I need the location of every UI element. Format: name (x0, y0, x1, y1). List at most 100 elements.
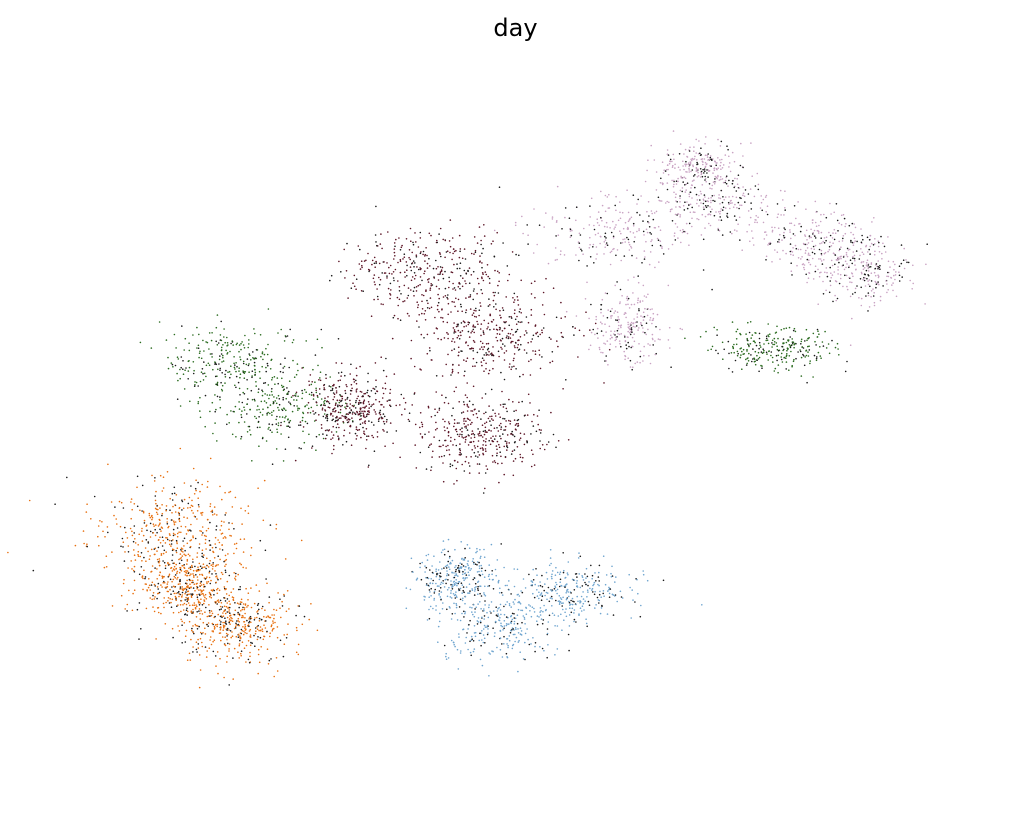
scatter-point (771, 356, 774, 359)
scatter-point (223, 586, 226, 588)
scatter-point (270, 624, 273, 626)
scatter-point (258, 370, 261, 373)
scatter-point (651, 244, 654, 247)
scatter-point (508, 442, 511, 444)
scatter-point (167, 564, 170, 566)
scatter-point (225, 369, 227, 372)
scatter-point (696, 202, 698, 205)
scatter-point (673, 232, 676, 234)
scatter-point (464, 280, 466, 282)
scatter-point (174, 504, 176, 506)
scatter-point (286, 425, 288, 428)
scatter-point (576, 586, 579, 588)
scatter-point (451, 372, 454, 374)
scatter-point (820, 254, 823, 256)
scatter-point (777, 371, 779, 374)
scatter-point (247, 599, 249, 601)
scatter-point (399, 271, 402, 274)
scatter-point (437, 625, 440, 628)
scatter-point (428, 431, 430, 433)
scatter-point (226, 661, 228, 663)
scatter-point (168, 543, 171, 546)
scatter-point (606, 226, 608, 228)
scatter-point (623, 255, 626, 257)
scatter-point (234, 384, 236, 387)
scatter-point (591, 577, 593, 580)
scatter-point (606, 196, 609, 198)
scatter-point (571, 597, 574, 600)
scatter-point (179, 553, 182, 555)
scatter-point (187, 602, 190, 604)
scatter-point (689, 211, 692, 214)
scatter-point (776, 348, 779, 351)
scatter-point (240, 435, 243, 438)
scatter-point (276, 670, 279, 672)
scatter-point (388, 272, 391, 275)
scatter-point (452, 248, 455, 250)
scatter-point (297, 643, 300, 646)
scatter-point (710, 348, 712, 351)
scatter-point (534, 650, 536, 653)
scatter-point (484, 487, 486, 490)
scatter-point (465, 309, 468, 311)
scatter-point (444, 256, 446, 259)
scatter-point (753, 340, 756, 343)
scatter-point (199, 631, 202, 634)
scatter-point (695, 193, 698, 196)
scatter-point (186, 570, 189, 572)
scatter-point (487, 275, 490, 278)
scatter-point (249, 655, 251, 658)
scatter-point (206, 518, 209, 521)
scatter-point (463, 418, 465, 420)
scatter-point (346, 405, 349, 408)
scatter-point (332, 408, 334, 411)
scatter-point (376, 431, 379, 433)
scatter-point (828, 245, 831, 248)
scatter-point (158, 574, 161, 576)
scatter-point (200, 580, 203, 583)
scatter-point (243, 607, 246, 609)
scatter-point (544, 594, 546, 597)
scatter-point (198, 562, 201, 565)
scatter-point (222, 356, 224, 359)
scatter-point (496, 231, 499, 234)
scatter-point (641, 262, 643, 264)
scatter-point (160, 553, 163, 555)
scatter-point (234, 368, 236, 370)
scatter-point (472, 347, 475, 350)
scatter-point (323, 388, 326, 391)
scatter-point (744, 201, 746, 203)
scatter-point (461, 592, 464, 594)
scatter-point (488, 405, 490, 407)
scatter-point (134, 542, 137, 544)
scatter-point (567, 633, 570, 636)
scatter-point (208, 539, 211, 542)
scatter-point (266, 630, 268, 633)
scatter-point (782, 338, 785, 340)
scatter-point (187, 590, 190, 592)
scatter-point (190, 586, 192, 589)
scatter-point (764, 196, 767, 198)
scatter-point (143, 522, 146, 524)
scatter-point (513, 357, 515, 360)
scatter-point (425, 468, 428, 470)
scatter-point (173, 486, 176, 489)
scatter-point (318, 388, 321, 390)
scatter-point (271, 394, 274, 396)
scatter-point (629, 231, 632, 233)
scatter-point (746, 348, 748, 351)
scatter-point (447, 337, 449, 340)
scatter-point (438, 594, 440, 596)
scatter-point (208, 647, 211, 649)
scatter-point (547, 441, 550, 443)
scatter-point (205, 656, 208, 658)
scatter-point (157, 588, 159, 590)
scatter-point (432, 579, 435, 582)
scatter-point (490, 430, 492, 432)
scatter-point (624, 221, 627, 224)
scatter-point (608, 348, 611, 351)
scatter-point (301, 419, 304, 422)
scatter-point (261, 630, 264, 633)
scatter-point (362, 414, 365, 416)
scatter-point (576, 595, 578, 598)
